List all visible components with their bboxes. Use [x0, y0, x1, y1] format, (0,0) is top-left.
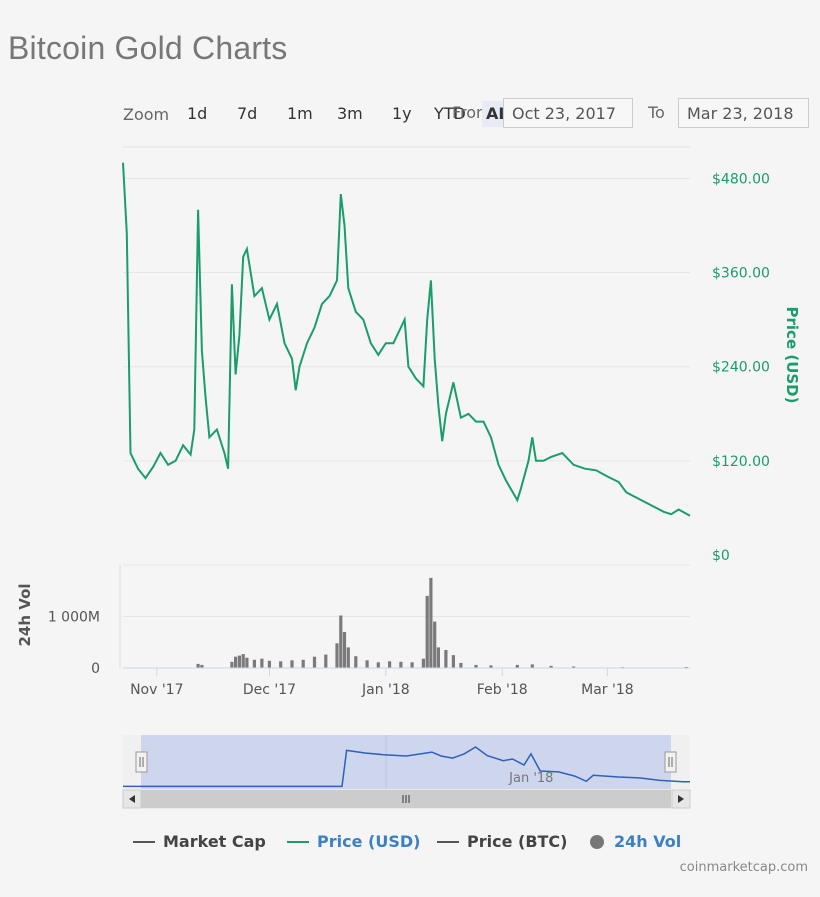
from-date-input[interactable] — [503, 98, 633, 128]
price-y-tick: $480.00 — [712, 171, 770, 187]
legend-line-icon — [437, 840, 459, 843]
from-label: From — [452, 103, 492, 122]
navigator-price-line — [123, 746, 690, 788]
volume-bar — [230, 661, 234, 668]
navigator-selection[interactable] — [141, 735, 671, 789]
volume-bar — [324, 654, 328, 668]
volume-bar — [252, 659, 256, 668]
volume-bar — [245, 657, 249, 668]
x-tick-label: Feb '18 — [477, 682, 528, 698]
volume-bar — [267, 660, 271, 668]
x-tick-label: Nov '17 — [130, 682, 183, 698]
price-y-ticks: $0 $120.00 $240.00 $360.00 $480.00 — [712, 171, 770, 564]
volume-bar — [451, 655, 455, 668]
volume-grid — [123, 564, 690, 617]
volume-bar — [339, 615, 343, 668]
zoom-label: Zoom — [123, 105, 170, 124]
volume-y-tick: 0 — [91, 661, 100, 677]
price-axis-title: Price (USD) — [783, 307, 801, 404]
navigator-right-handle[interactable] — [664, 751, 677, 773]
volume-bar — [346, 647, 350, 668]
price-usd-line — [122, 162, 691, 517]
x-tick-label: Dec '17 — [243, 682, 296, 698]
x-tick-label: Jan '18 — [361, 682, 410, 698]
price-y-tick: $240.00 — [712, 360, 770, 376]
volume-bar — [433, 621, 437, 668]
volume-bar — [237, 655, 241, 668]
legend-item-price-usd[interactable]: Price (USD) — [287, 832, 420, 851]
volume-bar — [421, 658, 425, 668]
volume-bar — [335, 643, 339, 668]
volume-bar — [196, 663, 200, 668]
scroll-right-arrow-icon[interactable] — [671, 789, 691, 809]
legend-item-market-cap[interactable]: Market Cap — [133, 832, 266, 851]
scroll-left-arrow-icon[interactable] — [122, 789, 142, 809]
volume-bar — [365, 660, 369, 668]
volume-bar — [474, 664, 478, 668]
volume-bar — [234, 656, 238, 668]
volume-bar — [376, 662, 380, 668]
price-grid — [123, 177, 690, 462]
volume-bar — [489, 665, 493, 668]
legend-label: Market Cap — [163, 832, 266, 851]
volume-bar — [429, 577, 433, 668]
zoom-1y-button[interactable]: 1y — [388, 101, 416, 127]
volume-bar — [241, 654, 245, 668]
legend-dot-icon — [590, 834, 604, 849]
volume-bar — [459, 662, 463, 668]
navigator-left-handle[interactable] — [135, 751, 148, 773]
price-y-tick: $0 — [712, 548, 730, 564]
zoom-3m-button[interactable]: 3m — [333, 101, 367, 127]
page-title: Bitcoin Gold Charts — [8, 30, 288, 66]
volume-bar — [290, 660, 294, 668]
zoom-ytd-button[interactable]: YTD — [430, 101, 470, 127]
volume-y-tick: 1 000M — [48, 610, 100, 626]
legend-label: Price (BTC) — [467, 832, 568, 851]
zoom-7d-button[interactable]: 7d — [233, 101, 261, 127]
volume-bar — [354, 656, 358, 668]
volume-bar — [200, 664, 204, 668]
volume-bar — [425, 595, 429, 668]
to-date-input[interactable] — [678, 98, 809, 128]
volume-bars — [196, 577, 688, 668]
zoom-1d-button[interactable]: 1d — [183, 101, 211, 127]
x-ticks: Nov '17 Dec '17 Jan '18 Feb '18 Mar '18 — [130, 668, 634, 698]
to-label: To — [648, 103, 665, 122]
volume-bar — [279, 661, 283, 668]
volume-bar — [301, 659, 305, 668]
volume-bar — [444, 650, 448, 668]
volume-bar — [530, 664, 534, 668]
legend-label: 24h Vol — [614, 832, 682, 851]
volume-bar — [342, 632, 347, 668]
legend-item-24h-vol[interactable]: 24h Vol — [590, 832, 681, 851]
volume-bar — [572, 666, 576, 668]
volume-bar — [399, 661, 403, 668]
legend-line-icon — [133, 840, 155, 843]
volume-bar — [436, 647, 440, 668]
volume-bar — [515, 664, 519, 668]
volume-bar — [260, 658, 264, 668]
credits-link[interactable]: coinmarketcap.com — [679, 860, 808, 875]
navigator-x-tick: Jan '18 — [508, 771, 553, 786]
volume-y-ticks: 0 1 000M — [48, 610, 100, 678]
x-tick-label: Mar '18 — [581, 682, 634, 698]
volume-bar — [549, 665, 553, 668]
legend-item-price-btc[interactable]: Price (BTC) — [437, 832, 567, 851]
legend-label: Price (USD) — [317, 832, 421, 851]
scrollbar-grip-icon — [402, 795, 410, 803]
legend-line-icon — [287, 840, 309, 843]
price-y-tick: $360.00 — [712, 266, 770, 282]
volume-bar — [410, 662, 414, 668]
legend: Market Cap Price (USD) Price (BTC) 24h V… — [0, 832, 820, 854]
volume-bar — [388, 661, 392, 668]
zoom-1m-button[interactable]: 1m — [283, 101, 317, 127]
volume-bar — [312, 656, 317, 668]
price-y-tick: $120.00 — [712, 454, 770, 470]
volume-axis-title: 24h Vol — [16, 583, 34, 646]
